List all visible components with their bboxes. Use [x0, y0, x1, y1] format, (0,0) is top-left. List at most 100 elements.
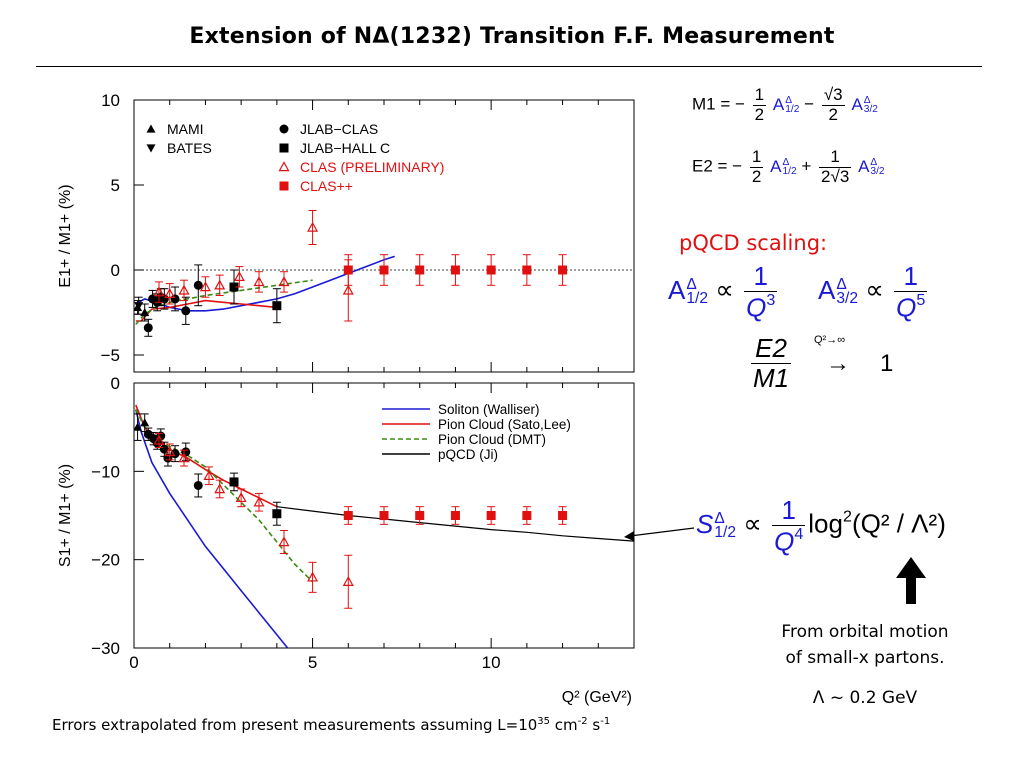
data-point	[450, 265, 460, 275]
legend-label: Soliton (Walliser)	[438, 402, 540, 417]
limit-condition: Q²→∞	[814, 334, 846, 346]
curve-soliton	[135, 255, 395, 312]
slide-title: Extension of NΔ(1232) Transition F.F. Me…	[189, 24, 835, 49]
bottom-y-tick-label: −10	[91, 462, 120, 481]
s-half-scaling: S Δ 1/2 ∝ 1 Q4 log2(Q² / Λ²)	[696, 495, 946, 556]
errors-footnote: Errors extrapolated from present measure…	[52, 716, 611, 734]
orbital-motion-note-line1: From orbital motion	[781, 622, 949, 642]
data-point	[486, 265, 496, 275]
x-tick-label: 10	[482, 653, 501, 672]
x-tick-label: 0	[129, 653, 138, 672]
pqcd-scaling-label: pQCD scaling:	[679, 231, 828, 255]
data-point	[278, 536, 290, 547]
top-y-tick-label: 0	[111, 261, 120, 280]
legend-label: JLAB−CLAS	[300, 121, 378, 137]
legend-label: pQCD (Ji)	[438, 447, 498, 462]
data-point	[178, 284, 190, 295]
top-y-axis-label: E1+ / M1+ (%)	[57, 184, 74, 287]
data-point	[379, 265, 389, 275]
bottom-y-tick-label: −30	[91, 639, 120, 658]
data-point	[522, 265, 532, 275]
data-point	[235, 492, 247, 503]
ratio-limit: E2 M1	[751, 333, 792, 393]
data-point	[193, 280, 203, 290]
data-point	[143, 323, 153, 333]
top-y-tick-label: 5	[111, 176, 120, 195]
curve-sato-lee	[135, 404, 278, 508]
data-point	[193, 480, 203, 490]
data-point	[214, 279, 226, 290]
data-point	[153, 434, 165, 445]
data-point	[253, 496, 265, 507]
data-point	[164, 446, 176, 457]
data-point	[170, 294, 180, 304]
bottom-y-tick-label: 0	[111, 374, 120, 393]
data-point	[214, 483, 226, 494]
pqcd-pointer-line	[629, 527, 695, 537]
data-point	[342, 576, 354, 586]
data-point	[379, 511, 389, 520]
top-y-tick-label: −5	[101, 346, 120, 365]
lambda-value: Λ ~ 0.2 GeV	[812, 688, 918, 708]
data-point	[164, 288, 176, 298]
a-half-scaling: A Δ 1/2 ∝ 1 Q3	[668, 261, 778, 322]
legend-label: Pion Cloud (DMT)	[438, 432, 546, 447]
x-axis-label: Q² (GeV²)	[562, 689, 632, 706]
legend-label: BATES	[167, 140, 212, 156]
data-point	[159, 294, 169, 304]
data-point	[178, 452, 190, 463]
data-point	[343, 511, 353, 520]
data-point	[140, 308, 150, 317]
limit-arrow: →	[826, 350, 850, 377]
orbital-motion-note-line2: of small-x partons.	[785, 648, 945, 668]
x-tick-label: 5	[308, 653, 317, 672]
up-arrow-icon	[896, 557, 926, 604]
data-point	[229, 282, 239, 292]
data-point	[253, 276, 265, 287]
legend-marker	[146, 144, 156, 153]
data-point	[415, 511, 425, 520]
title-divider	[36, 66, 982, 67]
legend-marker	[279, 143, 289, 153]
data-point	[153, 286, 165, 297]
data-point	[203, 470, 215, 480]
curve-dmt	[135, 279, 313, 325]
data-point	[134, 422, 143, 431]
limit-value: 1	[880, 350, 894, 377]
data-point	[343, 265, 353, 275]
data-point	[229, 477, 239, 487]
data-point	[450, 511, 460, 520]
legend-label: JLAB−HALL C	[300, 140, 390, 156]
data-point	[278, 276, 290, 287]
data-point	[181, 306, 191, 316]
data-point	[342, 284, 354, 295]
legend-marker	[279, 124, 289, 134]
data-point	[558, 265, 568, 275]
data-point	[415, 265, 425, 275]
data-point	[558, 511, 568, 520]
bottom-y-tick-label: −20	[91, 551, 120, 570]
legend-label: Pion Cloud (Sato,Lee)	[438, 417, 571, 432]
legend-marker	[278, 161, 290, 172]
data-point	[486, 511, 496, 520]
data-point	[233, 271, 245, 281]
legend-marker	[146, 124, 156, 133]
curve-pqcd	[276, 506, 634, 542]
data-point	[140, 418, 150, 427]
pqcd-pointer-arrowhead	[624, 531, 634, 541]
legend-label: CLAS++	[300, 178, 353, 194]
legend-label: CLAS (PRELIMINARY)	[300, 159, 444, 175]
data-point	[199, 281, 211, 292]
legend-marker	[279, 181, 289, 191]
bottom-y-axis-label: S1+ / M1+ (%)	[57, 464, 74, 567]
a-threehalf-scaling: A Δ 3/2 ∝ 1 Q5	[818, 261, 928, 322]
data-point	[307, 571, 319, 582]
top-y-tick-label: 10	[101, 91, 120, 110]
data-point	[272, 509, 282, 519]
curve-soliton	[135, 409, 289, 648]
data-point	[272, 301, 282, 311]
legend-label: MAMI	[167, 121, 204, 137]
